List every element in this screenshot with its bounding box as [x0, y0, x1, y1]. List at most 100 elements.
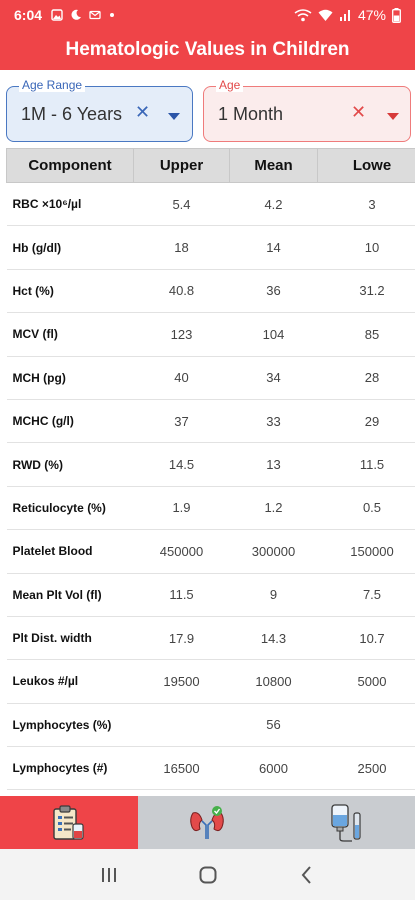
upper-value-cell: 19500 — [133, 659, 230, 704]
battery-icon — [392, 7, 401, 23]
lower-value-cell: 28 — [317, 356, 415, 400]
table-row: Plt Dist. width 17.9 14.3 10.7 — [6, 616, 415, 661]
wifi-calling-icon — [294, 8, 312, 21]
age-range-value: 1M - 6 Years — [21, 104, 123, 124]
mean-value-cell: 300000 — [229, 529, 318, 574]
table-row: Platelet Blood 450000 300000 150000 — [6, 529, 415, 574]
component-cell: Leukos #/µl — [6, 659, 134, 704]
mean-value-cell: 14 — [229, 225, 318, 270]
component-cell: Hb (g/dl) — [6, 225, 134, 270]
values-table-container[interactable]: Component Upper Mean Lowe RBC ×10⁶/µl 5.4… — [6, 148, 415, 796]
lower-value-cell: 11.5 — [317, 442, 415, 487]
table-row: MCHC (g/l) 37 33 29 — [6, 399, 415, 444]
upper-value-cell: 37 — [133, 399, 230, 444]
lower-value-cell: 10 — [317, 225, 415, 270]
age-select[interactable]: Age 1 Month ✕ — [203, 78, 411, 142]
mean-value-cell: 34 — [229, 356, 318, 400]
back-icon[interactable] — [299, 865, 315, 885]
component-cell: Platelet Blood — [6, 529, 134, 574]
clipboard-lab-icon — [53, 804, 84, 840]
home-icon[interactable] — [198, 865, 218, 885]
table-row: Leukos #/µl 19500 10800 5000 — [6, 659, 415, 704]
age-range-dropdown-icon[interactable] — [168, 113, 180, 120]
column-header-mean: Mean — [229, 148, 318, 183]
component-cell: Reticulocyte (%) — [6, 486, 134, 531]
mean-value-cell: 9 — [229, 573, 318, 617]
upper-value-cell: 1.9 — [133, 486, 230, 531]
column-header-lower: Lowe — [317, 148, 415, 183]
upper-value-cell: 14.5 — [133, 442, 230, 487]
lower-value-cell: 7.5 — [317, 573, 415, 617]
gallery-icon — [51, 9, 63, 21]
table-row: Mean Plt Vol (fl) 11.5 9 7.5 — [6, 573, 415, 617]
mean-value-cell: 36 — [229, 269, 318, 314]
status-time: 6:04 — [14, 7, 43, 23]
component-cell: MCHC (g/l) — [6, 399, 134, 444]
table-row: MCH (pg) 40 34 28 — [6, 356, 415, 400]
notification-dot-icon — [110, 13, 115, 17]
table-row: Lymphocytes (#) 16500 6000 2500 — [6, 746, 415, 791]
mean-value-cell: 13 — [229, 442, 318, 487]
page-title: Hematologic Values in Children — [65, 39, 350, 60]
mean-value-cell: 56 — [229, 703, 318, 748]
age-value: 1 Month — [218, 104, 284, 124]
mean-value-cell: 1.2 — [229, 486, 318, 531]
upper-value-cell: 17.9 — [133, 616, 230, 661]
table-row: MCV (fl) 123 104 85 — [6, 312, 415, 357]
upper-value-cell: 40 — [133, 356, 230, 400]
component-cell: Hct (%) — [6, 269, 134, 314]
mean-value-cell: 4.2 — [229, 182, 318, 227]
wifi-icon — [318, 9, 333, 21]
system-navigation-bar — [0, 849, 415, 900]
table-row: Reticulocyte (%) 1.9 1.2 0.5 — [6, 486, 415, 531]
component-cell: Lymphocytes (%) — [6, 703, 134, 748]
lower-value-cell: 85 — [317, 312, 415, 357]
table-row: RWD (%) 14.5 13 11.5 — [6, 442, 415, 487]
nav-iv-fluids[interactable] — [277, 796, 415, 849]
age-label: Age — [216, 78, 244, 92]
age-clear-icon[interactable]: ✕ — [351, 102, 367, 122]
mean-value-cell: 14.3 — [229, 616, 318, 661]
age-range-clear-icon[interactable]: ✕ — [135, 102, 151, 122]
lower-value-cell: 2500 — [317, 746, 415, 791]
app-title-bar: Hematologic Values in Children — [0, 30, 415, 70]
bottom-navigation — [0, 796, 415, 849]
upper-value-cell: 5.4 — [133, 182, 230, 227]
kidneys-icon — [190, 805, 225, 839]
component-cell: RWD (%) — [6, 442, 134, 487]
lower-value-cell: 150000 — [317, 529, 415, 574]
mean-value-cell: 10800 — [229, 659, 318, 704]
upper-value-cell: 11.5 — [133, 573, 230, 617]
mail-icon — [89, 10, 101, 20]
age-dropdown-icon[interactable] — [387, 113, 399, 120]
lower-value-cell: 0.5 — [317, 486, 415, 531]
lower-value-cell — [317, 703, 415, 748]
component-cell: MCH (pg) — [6, 356, 134, 400]
nav-lab-values[interactable] — [0, 796, 139, 849]
mean-value-cell: 104 — [229, 312, 318, 357]
table-row: Hb (g/dl) 18 14 10 — [6, 225, 415, 270]
age-range-label: Age Range — [19, 78, 86, 92]
table-row: Hct (%) 40.8 36 31.2 — [6, 269, 415, 314]
component-cell: Plt Dist. width — [6, 616, 134, 661]
upper-value-cell: 40.8 — [133, 269, 230, 314]
component-cell: Mean Plt Vol (fl) — [6, 573, 134, 617]
lower-value-cell: 31.2 — [317, 269, 415, 314]
nav-kidney[interactable] — [138, 796, 276, 849]
battery-percent: 47% — [357, 7, 386, 23]
lower-value-cell: 29 — [317, 399, 415, 444]
iv-drip-icon — [331, 803, 361, 842]
upper-value-cell: 18 — [133, 225, 230, 270]
upper-value-cell: 16500 — [133, 746, 230, 791]
component-cell: Lymphocytes (#) — [6, 746, 134, 791]
age-range-select[interactable]: Age Range 1M - 6 Years ✕ — [6, 78, 193, 142]
table-header-row: Component Upper Mean Lowe — [6, 148, 415, 183]
mean-value-cell: 6000 — [229, 746, 318, 791]
status-bar: 6:04 47% — [0, 0, 415, 30]
recent-apps-icon[interactable] — [100, 866, 118, 884]
component-cell: MCV (fl) — [6, 312, 134, 357]
hematologic-values-table: Component Upper Mean Lowe RBC ×10⁶/µl 5.4… — [6, 148, 415, 791]
lower-value-cell: 5000 — [317, 659, 415, 704]
lower-value-cell: 10.7 — [317, 616, 415, 661]
lower-value-cell: 3 — [317, 182, 415, 227]
